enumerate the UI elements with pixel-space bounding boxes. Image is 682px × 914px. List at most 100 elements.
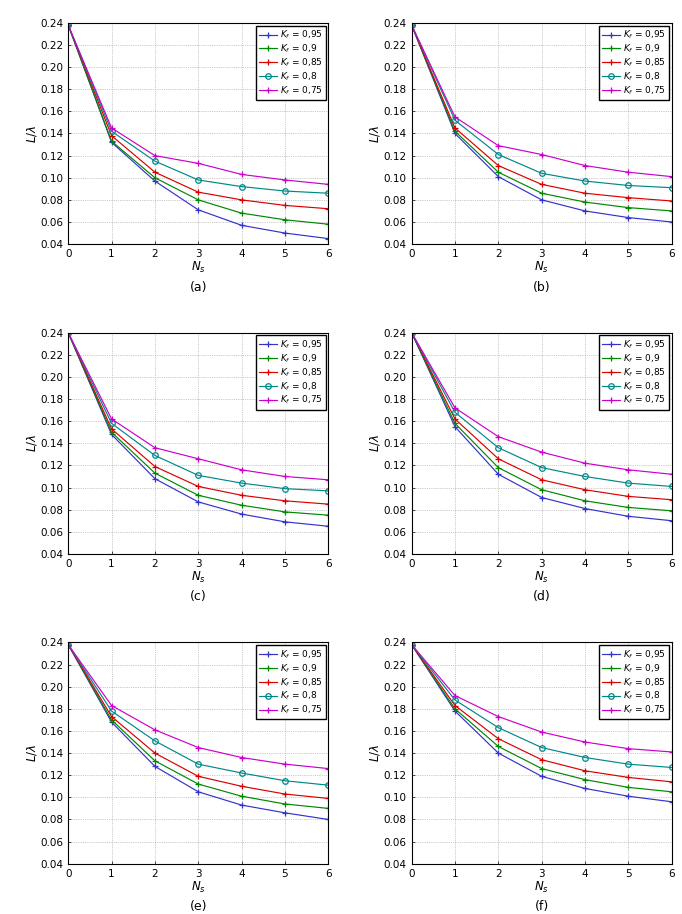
$K_f$ = 0,85 — [408, 639, 416, 650]
$K_f$ = 0,95 — [237, 508, 246, 519]
$K_f$ = 0,75 — [451, 690, 459, 701]
$K_f$ = 0,8 — [581, 175, 589, 186]
$K_f$ = 0,9 — [494, 741, 503, 752]
$K_f$ = 0,85 — [494, 733, 503, 744]
Line: $K_f$ = 0,85: $K_f$ = 0,85 — [408, 642, 675, 785]
$K_f$ = 0,95 — [151, 760, 159, 771]
$K_f$ = 0,9 — [624, 202, 632, 213]
$K_f$ = 0,95 — [451, 128, 459, 139]
$K_f$ = 0,8 — [151, 450, 159, 461]
$K_f$ = 0,75 — [624, 464, 632, 475]
$K_f$ = 0,8 — [624, 180, 632, 191]
$K_f$ = 0,95 — [324, 521, 332, 532]
$K_f$ = 0,75 — [64, 327, 72, 338]
$K_f$ = 0,85 — [537, 754, 546, 765]
$K_f$ = 0,95 — [281, 228, 289, 239]
$K_f$ = 0,85 — [64, 327, 72, 338]
$K_f$ = 0,75 — [151, 725, 159, 736]
$K_f$ = 0,75 — [237, 752, 246, 763]
Line: $K_f$ = 0,8: $K_f$ = 0,8 — [65, 642, 331, 788]
$K_f$ = 0,95 — [108, 717, 116, 728]
$K_f$ = 0,9 — [624, 781, 632, 792]
$K_f$ = 0,9 — [451, 126, 459, 137]
$K_f$ = 0,85 — [64, 19, 72, 30]
$K_f$ = 0,95 — [624, 511, 632, 522]
$K_f$ = 0,9 — [237, 791, 246, 802]
Legend: $K_f$ = 0,95, $K_f$ = 0,9, $K_f$ = 0,85, $K_f$ = 0,8, $K_f$ = 0,75: $K_f$ = 0,95, $K_f$ = 0,9, $K_f$ = 0,85,… — [256, 335, 325, 409]
$K_f$ = 0,8 — [281, 186, 289, 197]
$K_f$ = 0,75 — [237, 464, 246, 475]
$K_f$ = 0,85 — [324, 499, 332, 510]
Y-axis label: $L/\lambda$: $L/\lambda$ — [368, 744, 382, 762]
$K_f$ = 0,95 — [451, 421, 459, 432]
$K_f$ = 0,8 — [64, 639, 72, 650]
$K_f$ = 0,95 — [581, 206, 589, 217]
$K_f$ = 0,85 — [151, 461, 159, 472]
$K_f$ = 0,9 — [281, 214, 289, 225]
$K_f$ = 0,85 — [281, 495, 289, 506]
$K_f$ = 0,9 — [324, 218, 332, 229]
$K_f$ = 0,8 — [64, 19, 72, 30]
$K_f$ = 0,75 — [324, 474, 332, 485]
$K_f$ = 0,9 — [237, 500, 246, 511]
$K_f$ = 0,9 — [537, 187, 546, 198]
$K_f$ = 0,9 — [624, 502, 632, 513]
$K_f$ = 0,9 — [108, 136, 116, 147]
Line: $K_f$ = 0,9: $K_f$ = 0,9 — [408, 329, 675, 515]
Line: $K_f$ = 0,85: $K_f$ = 0,85 — [408, 22, 675, 205]
$K_f$ = 0,9 — [324, 802, 332, 813]
$K_f$ = 0,85 — [624, 192, 632, 203]
$K_f$ = 0,95 — [237, 800, 246, 811]
$K_f$ = 0,9 — [537, 484, 546, 495]
$K_f$ = 0,85 — [581, 484, 589, 495]
Y-axis label: $L/\lambda$: $L/\lambda$ — [368, 124, 382, 143]
$K_f$ = 0,95 — [324, 814, 332, 825]
$K_f$ = 0,75 — [624, 743, 632, 754]
Text: (a): (a) — [190, 281, 207, 293]
$K_f$ = 0,95 — [64, 327, 72, 338]
$K_f$ = 0,9 — [451, 418, 459, 429]
$K_f$ = 0,95 — [668, 796, 676, 807]
$K_f$ = 0,85 — [281, 789, 289, 800]
Line: $K_f$ = 0,9: $K_f$ = 0,9 — [65, 329, 332, 518]
$K_f$ = 0,85 — [408, 19, 416, 30]
$K_f$ = 0,85 — [408, 327, 416, 338]
$K_f$ = 0,95 — [64, 19, 72, 30]
$K_f$ = 0,85 — [108, 423, 116, 434]
$K_f$ = 0,85 — [494, 160, 503, 171]
$K_f$ = 0,9 — [64, 19, 72, 30]
X-axis label: $N_s$: $N_s$ — [191, 880, 206, 895]
$K_f$ = 0,9 — [194, 490, 203, 501]
$K_f$ = 0,85 — [324, 793, 332, 804]
$K_f$ = 0,75 — [324, 763, 332, 774]
$K_f$ = 0,85 — [668, 494, 676, 505]
$K_f$ = 0,85 — [194, 481, 203, 492]
$K_f$ = 0,85 — [537, 474, 546, 485]
$K_f$ = 0,75 — [537, 149, 546, 160]
$K_f$ = 0,85 — [668, 776, 676, 787]
$K_f$ = 0,85 — [237, 490, 246, 501]
$K_f$ = 0,9 — [494, 462, 503, 473]
$K_f$ = 0,8 — [108, 126, 116, 137]
$K_f$ = 0,85 — [151, 748, 159, 759]
Line: $K_f$ = 0,75: $K_f$ = 0,75 — [408, 22, 675, 180]
$K_f$ = 0,8 — [624, 759, 632, 770]
$K_f$ = 0,9 — [151, 468, 159, 479]
Text: (d): (d) — [533, 590, 550, 603]
$K_f$ = 0,8 — [108, 418, 116, 429]
$K_f$ = 0,75 — [624, 166, 632, 177]
$K_f$ = 0,8 — [408, 639, 416, 650]
Line: $K_f$ = 0,95: $K_f$ = 0,95 — [408, 642, 675, 805]
X-axis label: $N_s$: $N_s$ — [191, 570, 206, 585]
$K_f$ = 0,85 — [581, 187, 589, 198]
$K_f$ = 0,75 — [451, 402, 459, 413]
$K_f$ = 0,9 — [108, 715, 116, 726]
$K_f$ = 0,9 — [581, 495, 589, 506]
$K_f$ = 0,95 — [108, 429, 116, 440]
$K_f$ = 0,75 — [324, 179, 332, 190]
Line: $K_f$ = 0,9: $K_f$ = 0,9 — [408, 642, 675, 795]
Text: (c): (c) — [190, 590, 207, 603]
$K_f$ = 0,9 — [668, 206, 676, 217]
$K_f$ = 0,8 — [194, 175, 203, 186]
$K_f$ = 0,75 — [581, 737, 589, 748]
